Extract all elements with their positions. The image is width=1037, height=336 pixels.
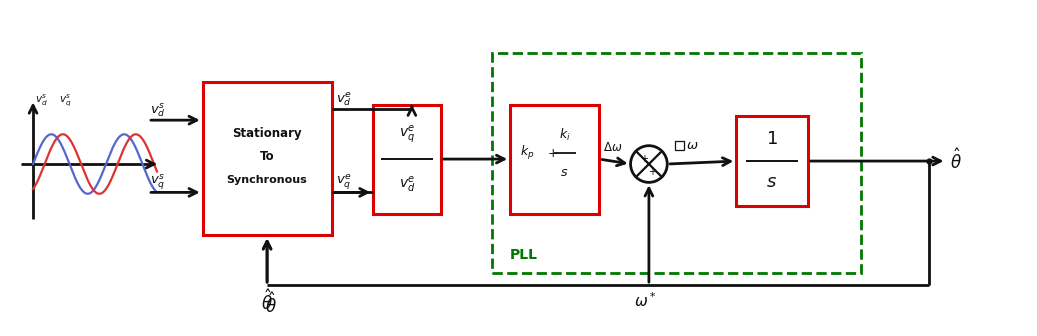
- Text: $v_d^s$: $v_d^s$: [35, 92, 48, 108]
- Bar: [510, 104, 599, 214]
- Bar: [373, 104, 441, 214]
- Text: $v_d^e$: $v_d^e$: [336, 91, 352, 108]
- Text: $v_q^s$: $v_q^s$: [59, 91, 72, 108]
- Text: $v_q^s$: $v_q^s$: [150, 173, 166, 192]
- Text: $k_i$: $k_i$: [559, 127, 570, 143]
- Text: $+$: $+$: [648, 166, 657, 177]
- Text: $+$: $+$: [546, 146, 558, 160]
- Bar: [202, 82, 332, 236]
- Text: Synchronous: Synchronous: [227, 175, 308, 185]
- Text: $\omega^*$: $\omega^*$: [634, 292, 656, 310]
- Text: $v_d^s$: $v_d^s$: [150, 101, 166, 119]
- Text: $v_d^e$: $v_d^e$: [398, 175, 415, 195]
- Text: $s$: $s$: [766, 173, 778, 191]
- Text: $\omega$: $\omega$: [686, 139, 699, 152]
- Text: $k_p$: $k_p$: [520, 144, 534, 162]
- Bar: [736, 117, 808, 206]
- Text: $v_q^e$: $v_q^e$: [398, 123, 415, 145]
- Text: $1$: $1$: [766, 130, 778, 148]
- Text: $s$: $s$: [560, 166, 568, 179]
- Text: $\hat{\theta}$: $\hat{\theta}$: [265, 293, 277, 317]
- Text: PLL: PLL: [510, 248, 538, 262]
- Text: Stationary: Stationary: [232, 127, 302, 140]
- Text: $v_q^e$: $v_q^e$: [336, 173, 352, 192]
- Bar: [675, 141, 684, 150]
- Text: $\hat{\theta}$: $\hat{\theta}$: [950, 149, 962, 173]
- Bar: [493, 53, 861, 273]
- Text: $\Delta\omega$: $\Delta\omega$: [604, 141, 622, 154]
- Text: $\hat{\theta}$: $\hat{\theta}$: [261, 290, 273, 314]
- Text: To: To: [260, 150, 275, 163]
- Text: $+$: $+$: [641, 153, 649, 164]
